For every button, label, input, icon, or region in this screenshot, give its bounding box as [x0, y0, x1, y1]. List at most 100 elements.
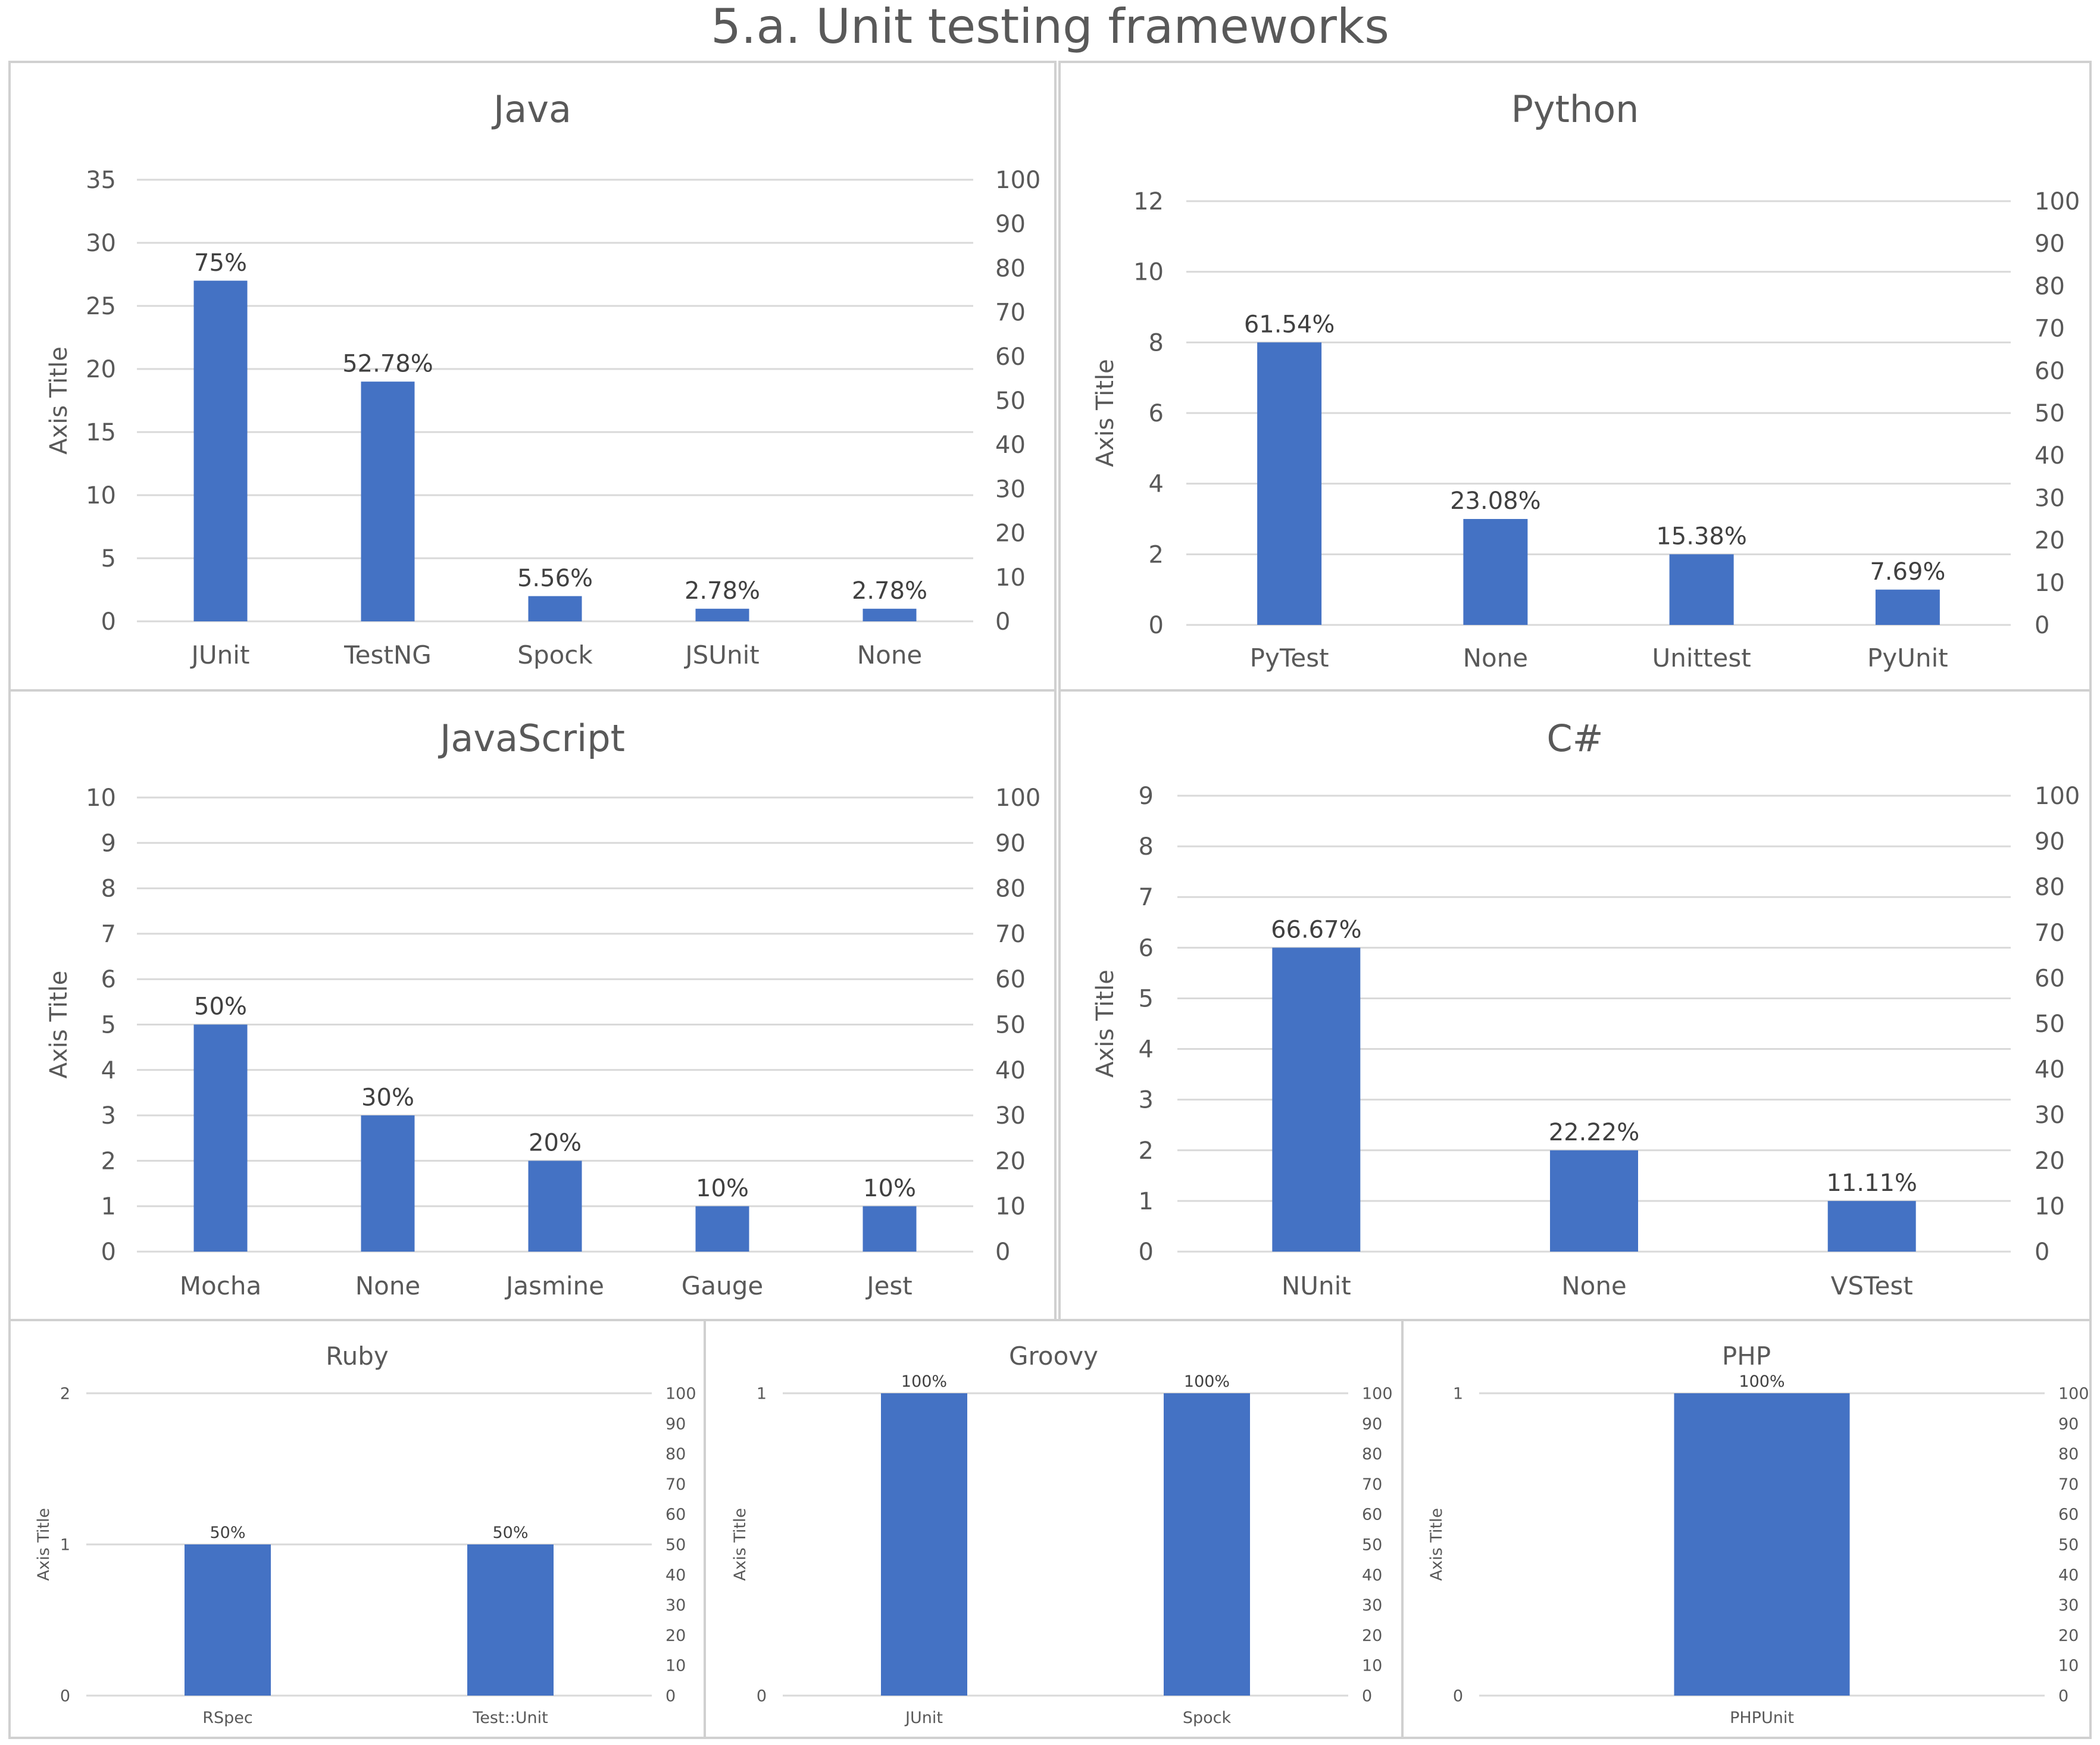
y2-tick-label: 90	[995, 830, 1026, 857]
data-label: 5.56%	[517, 565, 593, 592]
category-label: NUnit	[1282, 1271, 1351, 1300]
y2-tick-label: 100	[2035, 783, 2080, 810]
y-tick-label: 20	[86, 356, 116, 383]
category-label: Spock	[517, 640, 593, 670]
bar	[361, 381, 415, 621]
y2-tick-label: 10	[995, 1193, 1026, 1221]
bar	[185, 1544, 271, 1696]
data-label: 22.22%	[1549, 1119, 1640, 1146]
data-label: 15.38%	[1656, 523, 1747, 551]
y-axis-title: Axis Title	[1427, 1508, 1446, 1581]
y2-tick-label: 80	[2058, 1445, 2079, 1463]
category-label: None	[1561, 1271, 1627, 1300]
y2-tick-label: 20	[2035, 527, 2065, 555]
data-label: 10%	[863, 1175, 916, 1202]
category-label: PyUnit	[1867, 643, 1948, 673]
category-label: None	[355, 1271, 421, 1300]
panel-border	[1401, 1319, 2092, 1739]
y2-tick-label: 90	[1362, 1415, 1382, 1433]
panel-title: C#	[1546, 717, 1603, 760]
category-label: Gauge	[682, 1271, 763, 1300]
bar	[1827, 1200, 1916, 1252]
y2-tick-label: 40	[2035, 1056, 2065, 1084]
bar	[528, 1161, 582, 1252]
category-label: PyTest	[1250, 643, 1329, 673]
y2-tick-label: 10	[665, 1657, 686, 1675]
y-axis-title: Axis Title	[731, 1508, 749, 1581]
y2-tick-label: 20	[665, 1627, 686, 1645]
y-axis-title: Axis Title	[35, 1508, 53, 1581]
y2-tick-label: 100	[995, 167, 1040, 194]
y2-tick-label: 0	[995, 608, 1010, 636]
y2-tick-label: 30	[995, 476, 1026, 503]
y-axis-title: Axis Title	[1092, 359, 1119, 467]
y2-tick-label: 50	[2035, 1011, 2065, 1038]
y2-tick-label: 90	[665, 1415, 686, 1433]
y2-tick-label: 30	[995, 1102, 1026, 1130]
data-label: 50%	[492, 1524, 528, 1542]
bar	[193, 280, 248, 622]
y2-tick-label: 0	[995, 1239, 1010, 1266]
bar	[528, 596, 582, 621]
y-tick-label: 1	[1139, 1188, 1154, 1215]
category-label: Jasmine	[504, 1271, 604, 1300]
y-tick-label: 1	[1453, 1384, 1463, 1403]
y-tick-label: 15	[86, 419, 116, 446]
y-tick-label: 4	[101, 1057, 116, 1084]
data-label: 75%	[194, 249, 247, 277]
category-label: RSpec	[202, 1709, 253, 1727]
y2-tick-label: 70	[995, 299, 1026, 327]
y-axis-title: Axis Title	[45, 346, 73, 454]
bar	[1257, 342, 1322, 625]
y2-tick-label: 20	[995, 520, 1026, 548]
y-tick-label: 2	[101, 1147, 116, 1175]
y-tick-label: 12	[1133, 188, 1164, 215]
y-tick-label: 2	[1149, 541, 1164, 568]
y2-tick-label: 50	[1362, 1536, 1382, 1554]
panel-title: JavaScript	[438, 717, 625, 760]
category-label: VSTest	[1831, 1271, 1913, 1300]
category-label: JSUnit	[683, 640, 760, 670]
panel-title: Java	[491, 87, 571, 131]
y-tick-label: 0	[60, 1687, 70, 1705]
y-tick-label: 0	[757, 1687, 767, 1705]
y-tick-label: 0	[101, 1239, 116, 1266]
category-label: Test::Unit	[472, 1709, 548, 1727]
y2-tick-label: 40	[1362, 1566, 1382, 1584]
y-tick-label: 2	[1139, 1137, 1154, 1165]
y2-tick-label: 40	[665, 1566, 686, 1584]
bar	[1674, 1393, 1850, 1696]
panel-title: Ruby	[326, 1341, 388, 1371]
y2-tick-label: 30	[2035, 1102, 2065, 1129]
category-label: None	[1463, 643, 1529, 673]
bar	[1463, 519, 1528, 625]
bar	[361, 1115, 415, 1252]
category-label: JUnit	[904, 1709, 943, 1727]
y2-tick-label: 70	[2035, 920, 2065, 947]
y-tick-label: 10	[1133, 259, 1164, 286]
bar	[467, 1544, 554, 1696]
y2-tick-label: 30	[665, 1596, 686, 1615]
category-label: Unittest	[1652, 643, 1751, 673]
category-label: PHPUnit	[1730, 1709, 1794, 1727]
y2-tick-label: 10	[2058, 1657, 2079, 1675]
y-tick-label: 10	[86, 482, 116, 509]
y2-tick-label: 0	[665, 1687, 676, 1705]
data-label: 2.78%	[685, 577, 760, 605]
y2-tick-label: 100	[2035, 188, 2080, 215]
y-tick-label: 7	[101, 921, 116, 948]
y2-tick-label: 30	[2058, 1596, 2079, 1615]
y2-tick-label: 60	[2058, 1506, 2079, 1524]
y-tick-label: 25	[86, 293, 116, 320]
y2-tick-label: 90	[2058, 1415, 2079, 1433]
y2-tick-label: 50	[995, 1012, 1026, 1039]
y2-tick-label: 60	[2035, 965, 2065, 992]
data-label: 100%	[1739, 1372, 1785, 1391]
bar	[1550, 1150, 1638, 1252]
y2-tick-label: 60	[665, 1506, 686, 1524]
y2-tick-label: 70	[2058, 1475, 2079, 1494]
